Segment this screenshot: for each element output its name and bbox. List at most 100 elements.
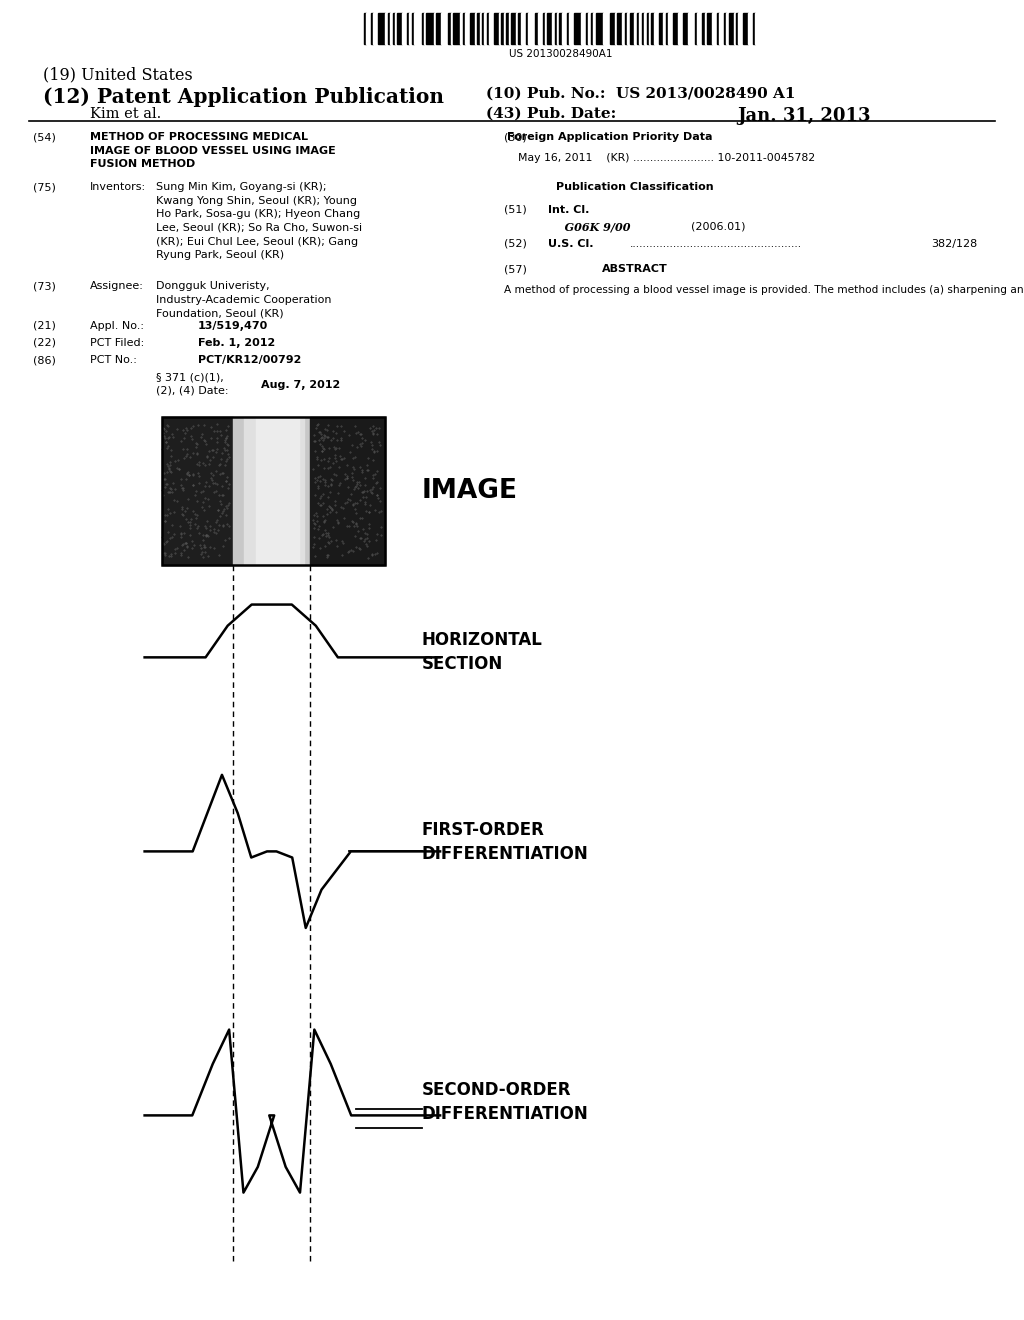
- Bar: [385, 13, 388, 44]
- Bar: [518, 13, 521, 44]
- Text: Feb. 1, 2012: Feb. 1, 2012: [198, 338, 274, 348]
- Text: (86): (86): [33, 355, 55, 366]
- Text: PCT No.:: PCT No.:: [90, 355, 137, 366]
- Bar: [463, 13, 465, 44]
- Text: (52): (52): [504, 239, 526, 249]
- Bar: [615, 13, 617, 44]
- Text: (75): (75): [33, 182, 55, 193]
- Bar: [627, 13, 630, 44]
- Bar: [465, 13, 470, 44]
- Bar: [536, 13, 538, 44]
- Bar: [233, 417, 310, 565]
- Bar: [562, 13, 566, 44]
- Bar: [460, 13, 463, 44]
- Bar: [702, 13, 705, 44]
- Text: HORIZONTAL
SECTION: HORIZONTAL SECTION: [422, 631, 543, 673]
- Text: (51): (51): [504, 205, 526, 215]
- Text: Inventors:: Inventors:: [90, 182, 146, 193]
- Bar: [678, 13, 683, 44]
- Bar: [559, 13, 562, 44]
- Bar: [502, 13, 504, 44]
- Bar: [509, 13, 511, 44]
- Bar: [726, 13, 729, 44]
- Bar: [516, 13, 518, 44]
- Bar: [743, 13, 749, 44]
- Text: Int. Cl.: Int. Cl.: [548, 205, 589, 215]
- Bar: [707, 13, 712, 44]
- Text: (57): (57): [504, 264, 526, 275]
- Bar: [548, 13, 552, 44]
- Bar: [499, 13, 502, 44]
- Text: (30): (30): [504, 132, 526, 143]
- Bar: [555, 13, 557, 44]
- Bar: [373, 13, 378, 44]
- Bar: [666, 13, 669, 44]
- Bar: [644, 13, 646, 44]
- Text: U.S. Cl.: U.S. Cl.: [548, 239, 593, 249]
- Text: (19) United States: (19) United States: [43, 66, 193, 83]
- Bar: [545, 13, 548, 44]
- Text: Dongguk Univeristy,
Industry-Academic Cooperation
Foundation, Seoul (KR): Dongguk Univeristy, Industry-Academic Co…: [156, 281, 331, 318]
- Text: SECOND-ORDER
DIFFERENTIATION: SECOND-ORDER DIFFERENTIATION: [422, 1081, 589, 1123]
- Bar: [603, 13, 610, 44]
- Bar: [625, 13, 627, 44]
- Bar: [504, 13, 506, 44]
- Bar: [528, 13, 536, 44]
- Bar: [397, 13, 402, 44]
- Bar: [688, 13, 695, 44]
- Bar: [712, 13, 717, 44]
- Bar: [683, 13, 688, 44]
- Bar: [475, 13, 477, 44]
- Bar: [658, 13, 664, 44]
- Bar: [596, 13, 603, 44]
- Bar: [724, 13, 726, 44]
- Text: A method of processing a blood vessel image is provided. The method includes (a): A method of processing a blood vessel im…: [504, 285, 1024, 296]
- Bar: [749, 13, 753, 44]
- Bar: [566, 13, 569, 44]
- Bar: [733, 13, 736, 44]
- Text: METHOD OF PROCESSING MEDICAL
IMAGE OF BLOOD VESSEL USING IMAGE
FUSION METHOD: METHOD OF PROCESSING MEDICAL IMAGE OF BL…: [90, 132, 336, 169]
- Bar: [635, 13, 637, 44]
- Bar: [433, 13, 436, 44]
- Text: US 20130028490A1: US 20130028490A1: [509, 49, 613, 59]
- Text: ...................................................: ........................................…: [630, 239, 802, 249]
- Text: Appl. No.:: Appl. No.:: [90, 321, 144, 331]
- Bar: [717, 13, 719, 44]
- Text: FIRST-ORDER
DIFFERENTIATION: FIRST-ORDER DIFFERENTIATION: [422, 821, 589, 863]
- Bar: [392, 13, 395, 44]
- Bar: [653, 13, 658, 44]
- Text: (21): (21): [33, 321, 55, 331]
- Bar: [390, 13, 392, 44]
- Bar: [669, 13, 673, 44]
- Bar: [649, 13, 651, 44]
- Bar: [756, 13, 758, 44]
- Text: Aug. 7, 2012: Aug. 7, 2012: [261, 380, 340, 391]
- Bar: [371, 13, 373, 44]
- Bar: [366, 13, 371, 44]
- Bar: [705, 13, 707, 44]
- Bar: [695, 13, 697, 44]
- Bar: [569, 13, 573, 44]
- Bar: [719, 13, 724, 44]
- Text: IMAGE: IMAGE: [422, 478, 518, 504]
- Bar: [543, 13, 545, 44]
- Text: PCT Filed:: PCT Filed:: [90, 338, 144, 348]
- Bar: [408, 13, 410, 44]
- Bar: [426, 13, 433, 44]
- Bar: [664, 13, 666, 44]
- Bar: [646, 13, 649, 44]
- Bar: [525, 13, 528, 44]
- Bar: [589, 13, 591, 44]
- Bar: [441, 13, 449, 44]
- Text: (73): (73): [33, 281, 55, 292]
- Bar: [256, 417, 299, 565]
- Bar: [245, 417, 303, 565]
- Bar: [364, 13, 366, 44]
- Text: 382/128: 382/128: [932, 239, 978, 249]
- Bar: [484, 13, 486, 44]
- Bar: [436, 13, 441, 44]
- Bar: [415, 13, 422, 44]
- Bar: [395, 13, 397, 44]
- Bar: [753, 13, 756, 44]
- Bar: [410, 13, 412, 44]
